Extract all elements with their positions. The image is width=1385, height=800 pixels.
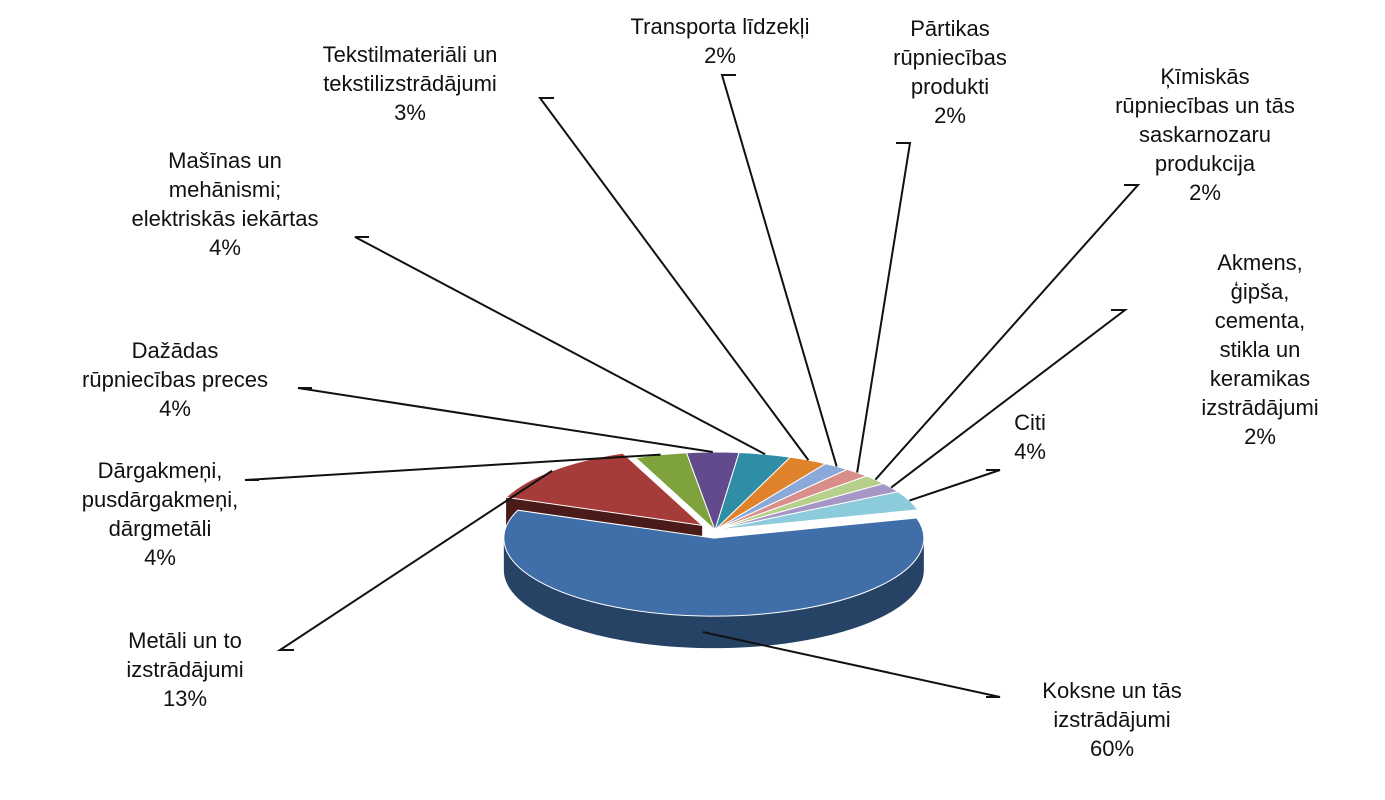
category-label: Citi: [1014, 410, 1046, 435]
value-label: 4%: [144, 545, 176, 570]
leader-line: [856, 142, 912, 473]
data-label: Tekstilmateriāli un tekstilizstrādājumi 3…: [323, 40, 498, 127]
data-label: Mašīnas un mehānismi; elektriskās iekārt…: [131, 146, 318, 262]
value-label: 4%: [1014, 439, 1046, 464]
category-label: Transporta līdzekļi: [630, 14, 810, 39]
category-label: Dārgakmeņi, pusdārgakmeņi, dārgmetāli: [81, 458, 239, 541]
value-label: 2%: [1244, 424, 1276, 449]
category-label: Pārtikas rūpniecības produkti: [893, 16, 1007, 99]
leader-line: [538, 97, 810, 461]
value-label: 4%: [209, 235, 241, 260]
slice-side: [503, 538, 924, 649]
data-label: Metāli un to izstrādājumi 13%: [126, 626, 243, 713]
leader-line: [890, 309, 1128, 489]
leader-line: [276, 469, 553, 651]
leader-line: [720, 74, 838, 467]
data-label: Citi 4%: [1014, 408, 1046, 466]
data-label: Akmens, ģipša, cementa, stikla un kerami…: [1198, 248, 1323, 451]
category-label: Akmens, ģipša, cementa, stikla un kerami…: [1201, 250, 1319, 420]
data-label: Dārgakmeņi, pusdārgakmeņi, dārgmetāli 4%: [82, 456, 239, 572]
category-label: Metāli un to izstrādājumi: [126, 628, 244, 682]
data-label: Transporta līdzekļi 2%: [631, 12, 810, 70]
value-label: 4%: [159, 396, 191, 421]
category-label: Koksne un tās izstrādājumi: [1042, 678, 1182, 732]
data-label: Ķīmiskās rūpniecības un tās saskarnozaru…: [1115, 62, 1295, 207]
value-label: 2%: [1189, 180, 1221, 205]
slice: [714, 491, 919, 531]
slice: [505, 452, 704, 527]
data-label: Koksne un tās izstrādājumi 60%: [1042, 676, 1181, 763]
leader-line: [354, 236, 766, 456]
leader-line: [874, 184, 1141, 481]
data-label: Dažādas rūpniecības preces 4%: [82, 336, 268, 423]
value-label: 3%: [394, 100, 426, 125]
leader-line: [244, 453, 661, 481]
value-label: 60%: [1089, 736, 1135, 761]
value-label: 13%: [162, 686, 208, 711]
leader-line: [297, 387, 713, 453]
leader-line: [909, 469, 1001, 502]
slice: [503, 509, 925, 617]
value-label: 2%: [934, 103, 966, 128]
value-label: 2%: [704, 43, 736, 68]
category-label: Mašīnas un mehānismi; elektriskās iekārt…: [131, 148, 319, 231]
data-label: Pārtikas rūpniecības produkti 2%: [893, 14, 1007, 130]
category-label: Ķīmiskās rūpniecības un tās saskarnozaru…: [1115, 64, 1295, 176]
category-label: Dažādas rūpniecības preces: [82, 338, 268, 392]
leader-line: [702, 631, 1001, 698]
category-label: Tekstilmateriāli un tekstilizstrādājumi: [322, 42, 498, 96]
